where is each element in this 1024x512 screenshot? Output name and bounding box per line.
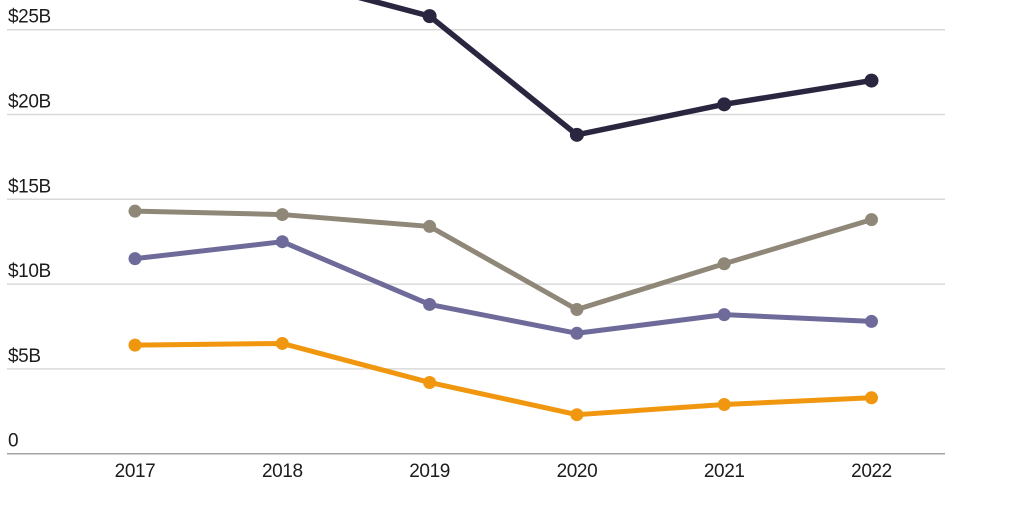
grid-layer — [7, 28, 945, 455]
x-axis-tick-label: 2018 — [262, 461, 303, 482]
data-point-dark-navy — [717, 97, 732, 112]
x-axis-tick-label: 2019 — [409, 461, 450, 482]
x-axis-tick-label: 2020 — [557, 461, 598, 482]
series-line-orange — [132, 340, 874, 418]
axis-label-layer: 0 $5B $10B $15B $20B $25B 2017 2018 2019 2020 2021… — [8, 7, 892, 482]
y-axis-tick-label: 0 — [8, 431, 18, 452]
data-point-dark-navy — [864, 73, 879, 88]
series-line-taupe-gray — [132, 208, 874, 313]
x-axis-tick-label: 2017 — [115, 461, 156, 482]
data-point-taupe-gray — [423, 219, 437, 233]
data-point-slate-purple — [275, 235, 289, 249]
data-point-slate-purple — [570, 326, 584, 340]
data-point-orange — [570, 408, 584, 422]
data-point-taupe-gray — [275, 208, 289, 222]
y-axis-tick-label: $5B — [8, 346, 41, 367]
data-point-taupe-gray — [128, 204, 142, 218]
y-axis-tick-label: $15B — [8, 176, 51, 197]
data-point-orange — [275, 336, 289, 350]
data-point-dark-navy — [422, 9, 437, 24]
data-point-taupe-gray — [865, 213, 878, 227]
series-line-slate-purple — [132, 239, 874, 336]
y-axis-tick-label: $10B — [8, 261, 51, 282]
series-layer — [128, 0, 879, 422]
data-point-slate-purple — [865, 314, 878, 328]
data-point-orange — [865, 391, 878, 405]
y-axis-tick-label: $20B — [8, 92, 51, 113]
data-point-dark-navy — [569, 127, 584, 142]
data-point-taupe-gray — [570, 303, 584, 317]
y-axis-tick-label: $25B — [8, 7, 51, 28]
data-point-slate-purple — [717, 308, 731, 322]
data-point-orange — [423, 375, 437, 389]
data-point-orange — [717, 398, 731, 412]
x-axis-tick-label: 2022 — [851, 461, 892, 482]
x-axis-tick-label: 2021 — [704, 461, 745, 482]
data-point-slate-purple — [423, 297, 437, 311]
data-point-taupe-gray — [717, 257, 731, 271]
data-point-slate-purple — [128, 252, 142, 266]
data-point-orange — [128, 338, 142, 352]
